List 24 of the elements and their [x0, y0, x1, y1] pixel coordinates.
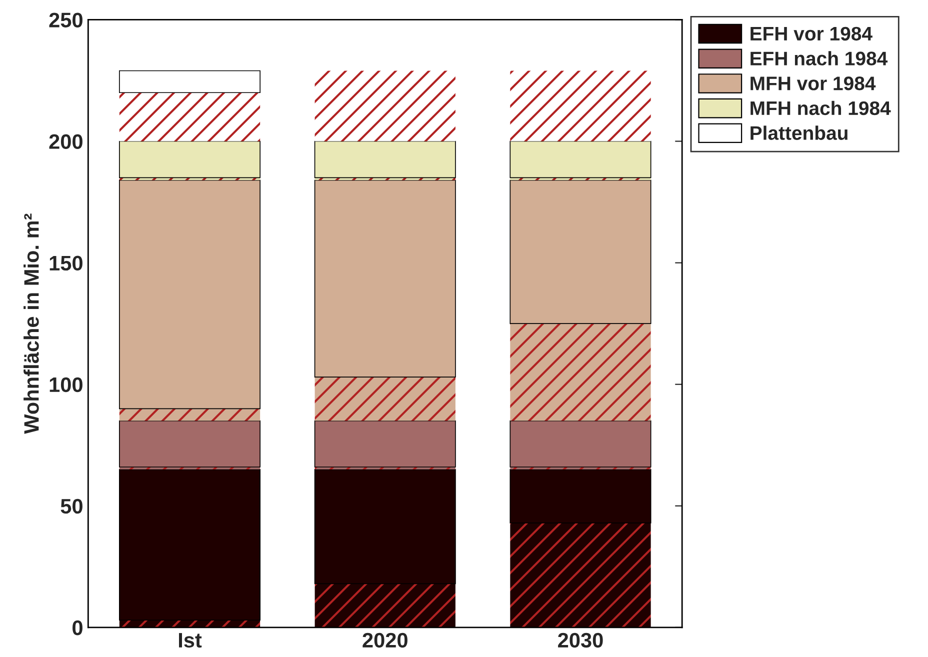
legend-label: MFH vor 1984: [750, 76, 876, 90]
x-tick-label: 2030: [558, 632, 603, 648]
legend-label: Plattenbau: [750, 126, 848, 140]
legend-label: EFH nach 1984: [750, 51, 888, 66]
y-tick-label: 150: [50, 256, 82, 271]
bar: [510, 70, 651, 142]
bar: [119, 92, 260, 142]
bar: [314, 377, 456, 421]
legend-label: MFH nach 1984: [750, 100, 891, 116]
y-axis-title: Wohnfläche in Mio. m²: [24, 214, 39, 434]
bar: [314, 70, 456, 142]
bar: [510, 324, 651, 421]
x-tick-label: Ist: [178, 633, 202, 648]
y-tick-label: 200: [49, 134, 82, 150]
y-tick-label: 250: [49, 12, 82, 28]
bar: [510, 522, 651, 628]
y-tick-label: 50: [60, 498, 82, 514]
x-tick-label: 2020: [362, 632, 408, 648]
bar: [119, 70, 261, 94]
bar: [119, 408, 260, 421]
legend-label: EFH vor 1984: [750, 26, 872, 41]
bar: [314, 584, 456, 628]
y-tick-label: 100: [50, 377, 82, 392]
y-tick-label: 0: [72, 620, 82, 636]
